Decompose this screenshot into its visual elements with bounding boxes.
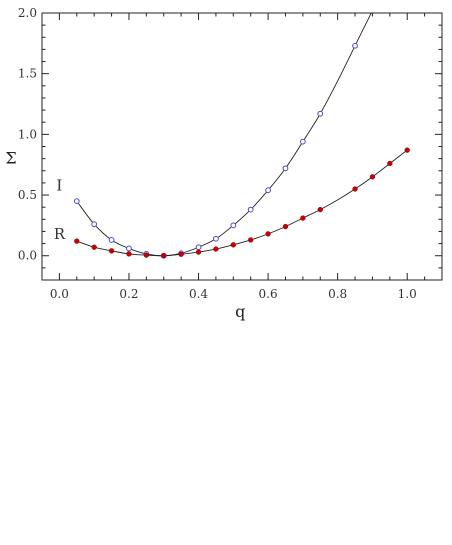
x-tick-label: 0.2 bbox=[119, 287, 138, 301]
data-point-r bbox=[282, 223, 289, 230]
data-point-i bbox=[213, 235, 219, 242]
x-tick-label: 0.8 bbox=[328, 287, 347, 301]
data-point-r bbox=[352, 186, 358, 192]
data-point-r bbox=[126, 251, 132, 257]
y-tick-label: 1.5 bbox=[18, 67, 37, 81]
data-point-i bbox=[73, 198, 80, 205]
x-tick-label: 0.0 bbox=[50, 287, 69, 301]
y-tick-label: 0.0 bbox=[18, 249, 37, 263]
data-point-i bbox=[126, 245, 132, 252]
data-point-i bbox=[352, 42, 358, 49]
data-point-i bbox=[230, 222, 237, 229]
data-point-r bbox=[74, 238, 80, 244]
data-point-i bbox=[299, 138, 306, 145]
y-tick-label: 1.0 bbox=[18, 127, 37, 141]
data-point-i bbox=[91, 221, 98, 228]
data-point-i bbox=[265, 187, 271, 194]
y-tick-label: 2.0 bbox=[18, 6, 37, 20]
data-point-r bbox=[317, 206, 323, 213]
data-point-i bbox=[108, 237, 115, 243]
y-axis-title: Σ bbox=[5, 149, 16, 168]
fit-curves bbox=[76, 13, 408, 257]
data-point-i bbox=[247, 206, 254, 213]
data-point-r bbox=[161, 253, 167, 259]
x-tick-label: 1.0 bbox=[398, 287, 417, 301]
data-point-r bbox=[108, 248, 115, 254]
data-point-r bbox=[248, 237, 254, 243]
x-tick-label: 0.4 bbox=[189, 287, 208, 301]
data-points bbox=[73, 42, 410, 259]
data-point-i bbox=[195, 244, 202, 251]
fit-curve-i bbox=[76, 13, 372, 257]
fit-curve-r bbox=[76, 149, 408, 257]
x-axis-title: q bbox=[235, 302, 245, 321]
series-label-r: R bbox=[54, 225, 66, 243]
data-point-r bbox=[404, 147, 410, 153]
series-label-i: I bbox=[56, 176, 62, 194]
axes bbox=[41, 12, 443, 281]
data-point-i bbox=[317, 110, 324, 117]
data-point-i bbox=[282, 165, 289, 172]
data-point-r bbox=[265, 231, 271, 237]
data-point-r bbox=[195, 249, 202, 255]
labels: 0.0 0.2 0.4 0.6 0.8 1.0 0.0 0.5 1.0 1.5 2.0 q Σ I R bbox=[5, 6, 416, 321]
data-point-r bbox=[300, 215, 306, 221]
plot-frame bbox=[41, 12, 443, 281]
data-point-r bbox=[213, 246, 219, 252]
data-point-r bbox=[91, 244, 97, 250]
x-tick-label: 0.6 bbox=[259, 287, 278, 301]
data-point-r bbox=[178, 251, 184, 257]
data-point-r bbox=[387, 160, 393, 167]
y-tick-label: 0.5 bbox=[18, 188, 37, 202]
data-point-r bbox=[143, 252, 149, 258]
data-point-r bbox=[369, 174, 376, 180]
data-point-r bbox=[230, 242, 236, 248]
